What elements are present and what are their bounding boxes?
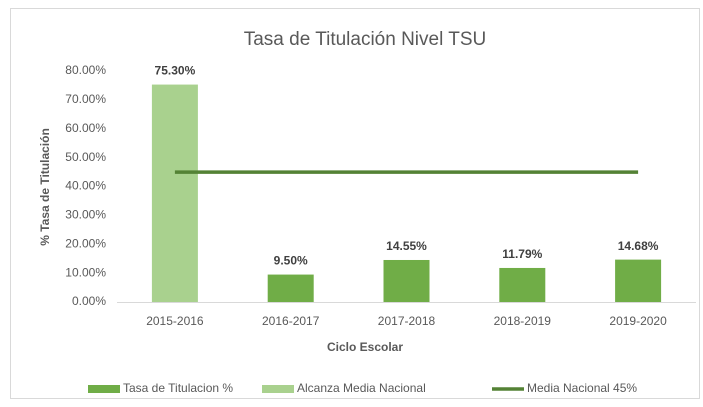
data-label: 14.68% [618,239,659,253]
data-label: 75.30% [155,64,196,78]
data-label: 11.79% [502,247,542,261]
bar [151,84,198,302]
y-tick-label: 30.00% [65,208,106,222]
chart-border [10,8,700,399]
legend-swatch [262,385,294,393]
legend-label: Alcanza Media Nacional [297,381,426,395]
y-tick-label: 0.00% [72,294,106,308]
y-tick-label: 80.00% [65,63,106,77]
bar [383,259,430,302]
legend-label: Tasa de Titulacion % [123,381,233,395]
x-tick-label: 2016-2017 [262,314,320,328]
y-tick-label: 10.00% [65,265,106,279]
legend-swatch [88,385,120,393]
data-label: 14.55% [386,239,427,253]
y-tick-label: 60.00% [65,121,106,135]
legend-label: Media Nacional 45% [527,381,637,395]
x-axis-title: Ciclo Escolar [327,340,403,354]
y-tick-label: 70.00% [65,92,106,106]
y-axis-title: % Tasa de Titulación [38,128,52,246]
bar [615,259,662,302]
data-label: 9.50% [274,254,308,268]
chart-title: Tasa de Titulación Nivel TSU [244,29,487,50]
x-tick-label: 2017-2018 [378,314,436,328]
x-tick-label: 2018-2019 [494,314,552,328]
x-tick-label: 2015-2016 [146,314,204,328]
bar [267,274,314,302]
y-tick-label: 50.00% [65,150,106,164]
y-tick-label: 20.00% [65,236,106,250]
x-tick-label: 2019-2020 [609,314,667,328]
bar [499,267,546,302]
y-tick-label: 40.00% [65,179,106,193]
